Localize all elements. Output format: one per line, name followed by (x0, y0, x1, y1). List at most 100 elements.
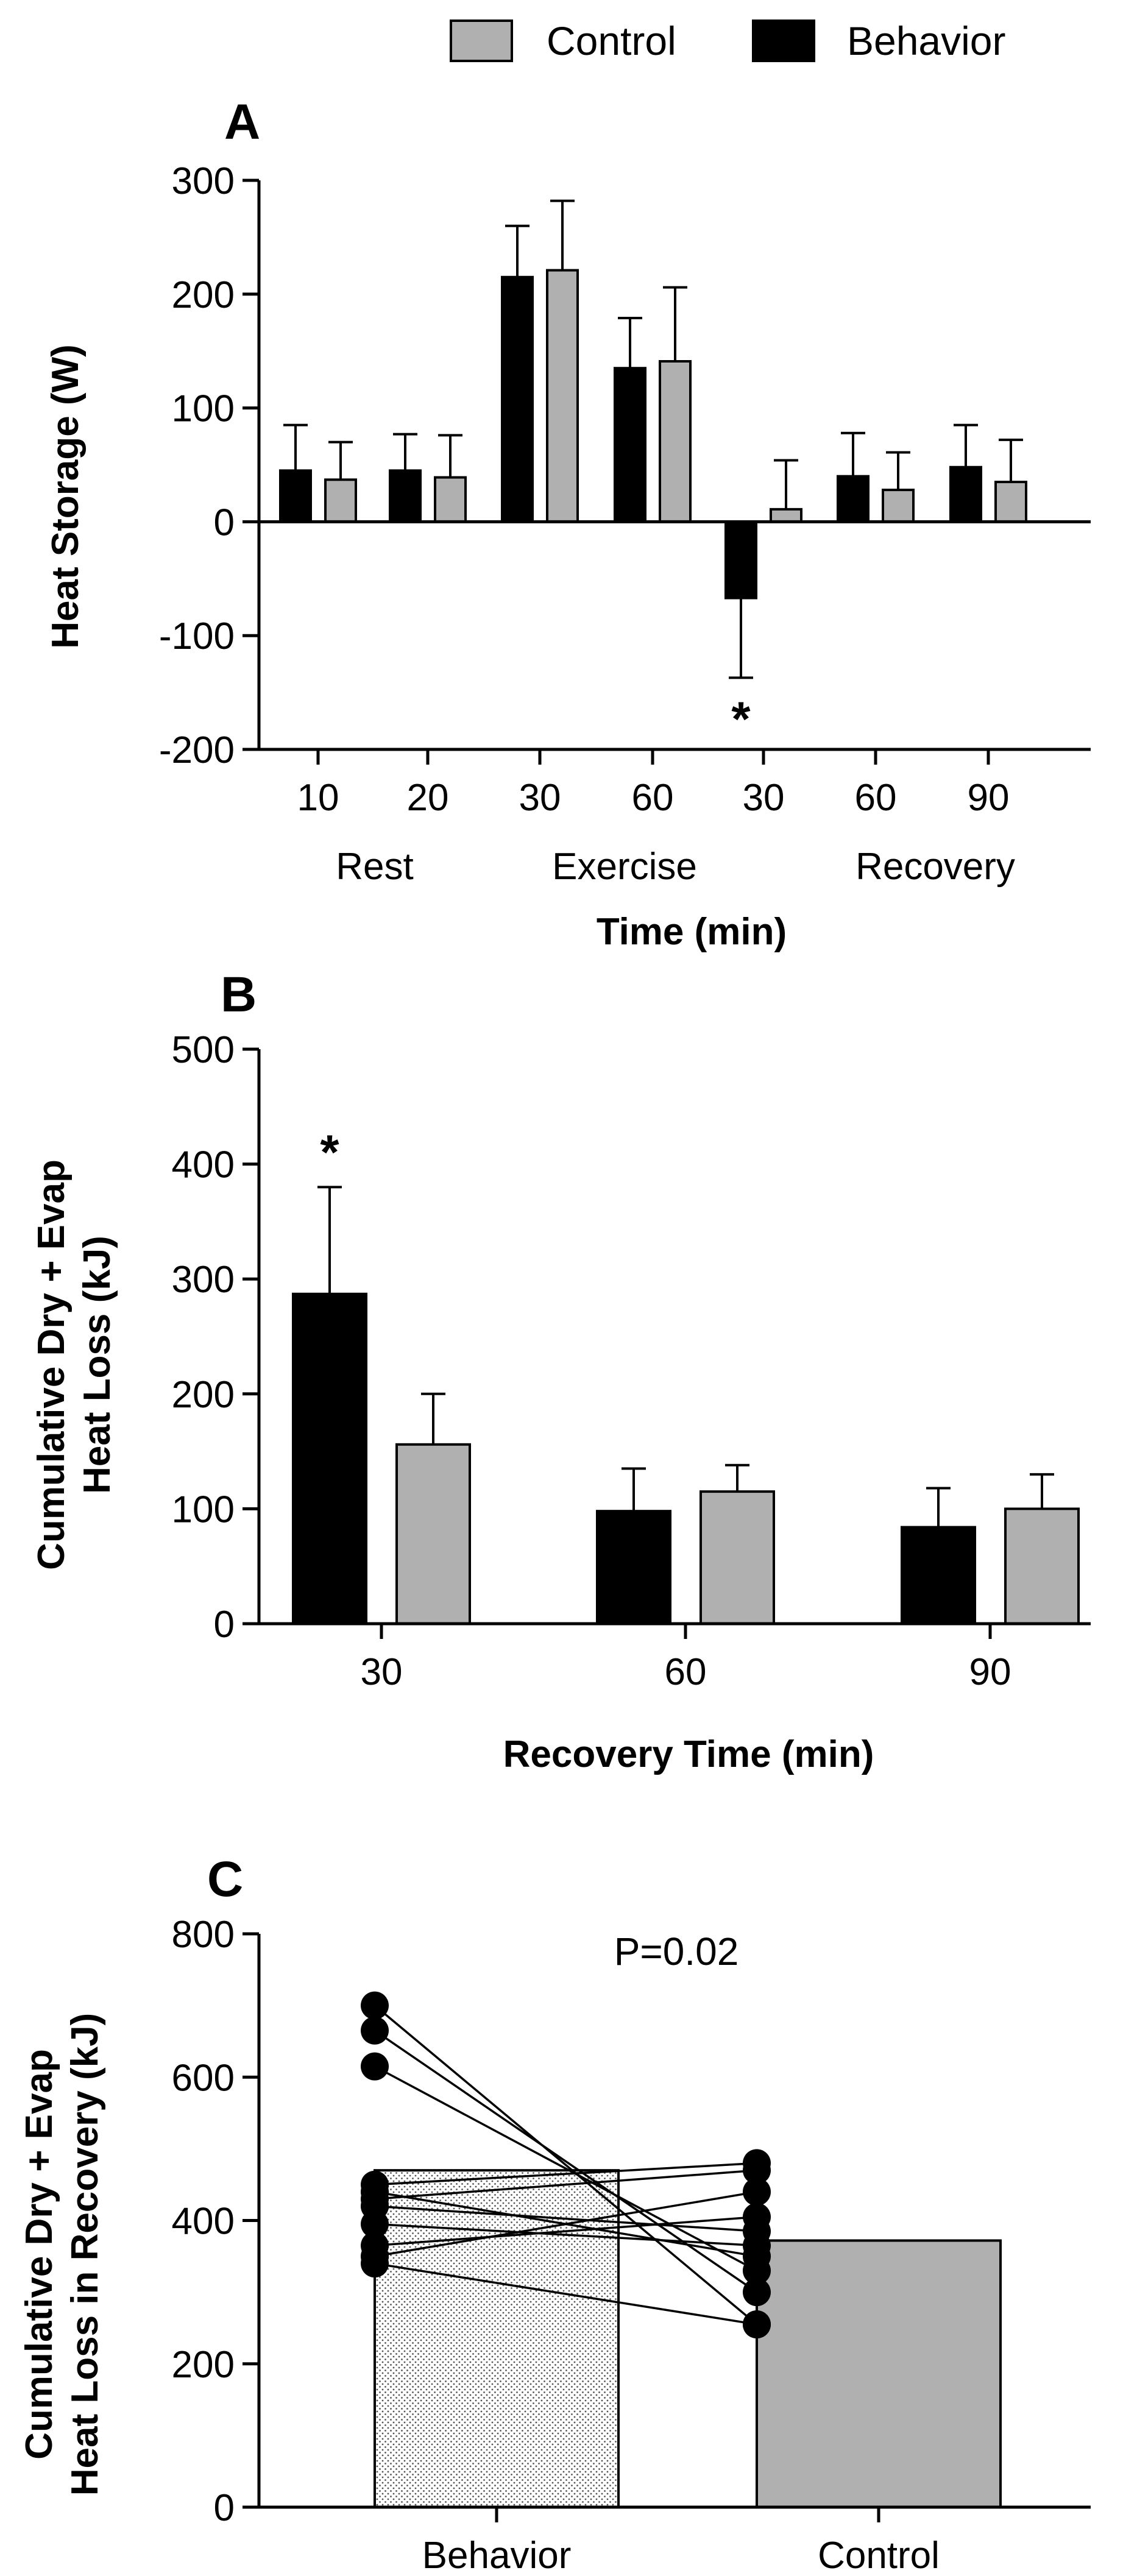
panel-a-y-tick-label-3: 100 (172, 388, 235, 430)
panel-a-bar-behavior-2 (501, 275, 534, 523)
panel-b-bar-behavior-1 (596, 1510, 671, 1626)
panel-a-x-tick-label-3: 60 (632, 777, 674, 819)
panel-b-y-tick-label-3: 300 (172, 1259, 235, 1301)
panel-c-point-control-7 (743, 2231, 771, 2260)
panel-b-x-axis-label: Recovery Time (min) (503, 1733, 874, 1775)
panel-a: A Heat Storage (W) -200 -100 0 100 200 300 10… (44, 94, 1091, 953)
panel-a-bar-behavior-5 (837, 475, 870, 523)
panel-c-point-control-9 (743, 2178, 771, 2206)
panel-c-pair-line-3 (374, 2162, 757, 2186)
panel-c-pair-line-9 (374, 2190, 757, 2258)
panel-c-pair-line-0 (374, 2005, 758, 2326)
panel-a-bar-control-4 (770, 508, 802, 523)
panel-c-x-tick-label-1: Control (818, 2535, 940, 2576)
panel-a-group-label-exercise: Exercise (552, 846, 697, 888)
panel-a-x-axis-label: Time (min) (597, 911, 787, 953)
panel-c-x-ticks: Behavior Control (422, 2507, 940, 2576)
panel-a-bar-control-0 (324, 478, 357, 523)
panel-a-x-tick-label-2: 30 (519, 777, 561, 819)
panel-a-bar-behavior-6 (949, 465, 982, 523)
panel-a-y-tick-label-2: 0 (214, 501, 235, 543)
legend-swatch-behavior (752, 19, 815, 62)
panel-b-y-tick-label-2: 200 (172, 1374, 235, 1416)
panel-b-bar-control-2 (1004, 1507, 1080, 1625)
panel-c-pair-line-7 (374, 2223, 757, 2247)
panel-a-y-tick-label-1: -100 (159, 615, 235, 657)
panel-b-x-tick-label-0: 30 (361, 1651, 403, 1693)
panel-c-pair-line-6 (374, 2205, 757, 2232)
panel-a-y-tick-label-4: 200 (172, 274, 235, 316)
panel-c-bar-control (756, 2239, 1002, 2509)
panel-c-point-behavior-10 (361, 2249, 389, 2278)
panel-c-pair-line-5 (374, 2169, 757, 2200)
panel-c-points (361, 1991, 771, 2339)
panel-c-point-behavior-7 (361, 2210, 389, 2238)
panel-b-y-ticks: 0 100 200 300 400 500 (172, 1029, 259, 1646)
panel-c-y-axis-label-line2: Heat Loss in Recovery (kJ) (64, 2013, 106, 2496)
panel-a-y-ticks: -200 -100 0 100 200 300 (159, 160, 259, 771)
panel-b-x-tick-label-2: 90 (969, 1651, 1011, 1693)
panel-a-y-tick-label-0: -200 (159, 729, 235, 771)
panel-c-y-axis-label-line1: Cumulative Dry + Evap (18, 2049, 60, 2460)
panel-a-y-tick-label-5: 300 (172, 160, 235, 202)
panel-a-bar-control-2 (546, 269, 579, 523)
panel-a-bars (279, 269, 1027, 600)
panel-a-x-tick-label-5: 60 (855, 777, 897, 819)
panel-b-errorbars (317, 1186, 1054, 1527)
panel-c-point-behavior-0 (361, 1991, 389, 2020)
panel-c-y-tick-label-3: 600 (172, 2057, 235, 2099)
panel-c-point-behavior-2 (361, 2052, 389, 2081)
panel-b-bar-behavior-0 (292, 1292, 367, 1625)
panel-b-y-tick-label-0: 0 (214, 1604, 235, 1646)
panel-a-group-label-recovery: Recovery (855, 846, 1015, 888)
panel-c-y-tick-label-2: 400 (172, 2201, 235, 2243)
panel-c: C Cumulative Dry + Evap Heat Loss in Rec… (18, 1852, 1091, 2576)
panel-b-bar-behavior-2 (901, 1526, 976, 1625)
panel-a-y-axis-label: Heat Storage (W) (44, 344, 87, 648)
panel-a-bar-control-6 (994, 481, 1027, 523)
panel-a-bar-control-1 (434, 476, 467, 523)
legend-label-behavior: Behavior (847, 18, 1006, 63)
panel-a-group-label-rest: Rest (336, 846, 413, 888)
panel-c-pair-line-2 (374, 2065, 757, 2272)
panel-b: B Cumulative Dry + Evap Heat Loss (kJ) 0… (30, 967, 1091, 1775)
panel-a-bar-behavior-0 (279, 469, 312, 523)
panel-c-point-control-8 (743, 2203, 771, 2231)
panel-b-bars (292, 1292, 1080, 1626)
panel-c-point-control-5 (743, 2156, 771, 2185)
panel-b-label: B (221, 967, 257, 1022)
panel-b-x-tick-label-1: 60 (665, 1651, 707, 1693)
panel-b-y-tick-label-4: 400 (172, 1144, 235, 1186)
panel-c-label: C (207, 1852, 243, 1907)
panel-c-lines (374, 2005, 758, 2326)
panel-a-label: A (224, 94, 260, 150)
panel-a-bar-control-3 (659, 360, 692, 523)
panel-a-errorbars (283, 199, 1023, 679)
panel-a-bar-behavior-1 (389, 469, 422, 523)
panel-c-point-behavior-1 (361, 2016, 389, 2045)
panel-c-y-tick-label-4: 800 (172, 1914, 235, 1956)
panel-a-x-tick-label-1: 20 (407, 777, 449, 819)
panel-c-pair-line-10 (374, 2262, 757, 2326)
panel-c-bars (374, 2169, 1002, 2509)
panel-c-y-tick-label-0: 0 (214, 2487, 235, 2529)
panel-c-y-ticks: 0 200 400 600 800 (172, 1914, 259, 2529)
panel-a-significance-marker: * (731, 692, 751, 746)
panel-c-pair-line-1 (374, 2029, 757, 2293)
panel-a-x-tick-label-4: 30 (743, 777, 785, 819)
panel-c-p-value: P=0.02 (614, 1930, 739, 1973)
legend-swatch-control (450, 19, 513, 62)
panel-c-y-tick-label-1: 200 (172, 2344, 235, 2386)
panel-b-y-axis-label-line1: Cumulative Dry + Evap (30, 1159, 73, 1570)
panel-a-x-tick-label-0: 10 (297, 777, 339, 819)
panel-a-bar-control-5 (882, 489, 915, 523)
panel-c-x-tick-label-0: Behavior (422, 2535, 572, 2576)
panel-b-bar-control-1 (700, 1490, 775, 1626)
panel-c-point-control-10 (743, 2310, 771, 2339)
panel-a-bar-behavior-3 (614, 367, 646, 523)
legend: Control Behavior (450, 18, 1006, 63)
panel-b-y-tick-label-1: 100 (172, 1488, 235, 1530)
panel-b-bar-control-0 (395, 1443, 471, 1625)
panel-b-y-axis-label-line2: Heat Loss (kJ) (76, 1236, 118, 1494)
